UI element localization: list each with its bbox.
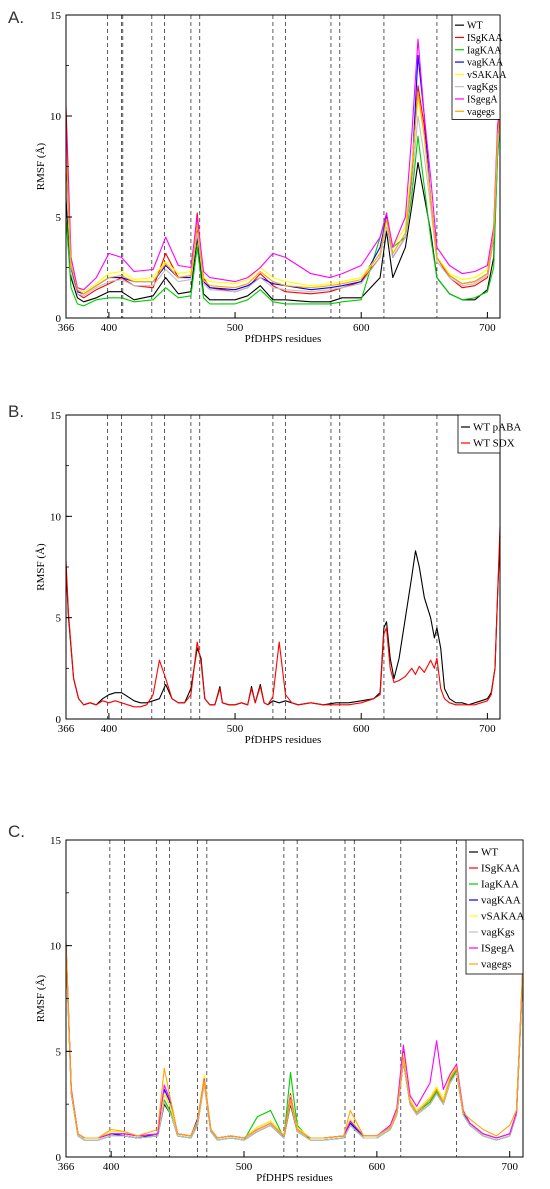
series-line (65, 941, 524, 1139)
x-tick-label: 500 (227, 723, 244, 735)
panel-label-a: A. (8, 8, 25, 27)
chart-c: 0 5 10 15 366 400 500 600 700 PfDHPS residues RMSF… (35, 835, 524, 1184)
x-tick-label: 400 (101, 322, 118, 334)
legend-label: ISgegA (481, 943, 515, 955)
legend-label: vagKAA (467, 58, 504, 69)
series-line (65, 945, 524, 1141)
plot-frame (65, 14, 501, 319)
series-line (65, 943, 524, 1139)
legend-label: vSAKAA (467, 70, 507, 81)
chart-a: 0 5 10 15 366 400 500 600 700 PfDHPS residues RMSF… (35, 10, 507, 345)
y-axis-label: RMSF (Å) (35, 974, 47, 1022)
x-tick-label: 700 (479, 723, 496, 735)
series-line (65, 126, 501, 307)
y-tick-label: 5 (56, 1046, 62, 1058)
y-tick-label: 15 (50, 10, 62, 22)
x-tick-label: 366 (58, 322, 75, 334)
legend-label: ISgKAA (481, 863, 520, 875)
legend-label: vagegs (481, 959, 512, 971)
series-line (65, 947, 524, 1141)
series-line (65, 85, 501, 299)
series-line (65, 949, 524, 1141)
panel-label-b: B. (8, 402, 25, 421)
y-tick-label: 10 (50, 511, 62, 523)
series-line (65, 945, 524, 1139)
y-tick-label: 0 (56, 1152, 62, 1164)
legend-box (451, 14, 501, 120)
y-tick-label: 15 (50, 410, 62, 422)
series-line (65, 38, 501, 291)
series-line (65, 115, 501, 297)
legend-label: WT (481, 847, 498, 859)
series-line (65, 945, 524, 1139)
legend-label: vSAKAA (481, 911, 524, 923)
x-tick-label: 500 (236, 1161, 253, 1173)
legend-box (465, 839, 524, 975)
series-line (65, 943, 524, 1139)
y-tick-label: 0 (56, 714, 62, 726)
x-axis-label: PfDHPS residues (256, 1172, 333, 1184)
legend-label: IagKAA (481, 879, 519, 891)
x-tick-label: 366 (58, 723, 75, 735)
x-tick-label: 366 (58, 1161, 75, 1173)
legend-label: vagKgs (467, 82, 498, 93)
legend-label: vagegs (467, 107, 495, 118)
legend-label: WT SDX (473, 438, 515, 450)
x-tick-label: 500 (227, 322, 244, 334)
x-axis-label: PfDHPS residues (245, 333, 322, 345)
plot-frame (65, 839, 524, 1158)
y-axis-label: RMSF (Å) (35, 142, 47, 190)
y-tick-label: 5 (56, 613, 62, 625)
x-axis-label: PfDHPS residues (245, 734, 322, 746)
series-line (65, 91, 501, 295)
legend-label: vagKgs (481, 927, 515, 939)
legend-label: ISgegA (467, 94, 498, 105)
legend-label: IagKAA (467, 45, 502, 56)
x-tick-label: 700 (479, 322, 496, 334)
x-tick-label: 600 (369, 1161, 386, 1173)
legend-label: vagKAA (481, 895, 521, 907)
legend-label: WT (467, 21, 483, 32)
x-tick-label: 400 (101, 723, 118, 735)
chart-b: 0 5 10 15 366 400 500 600 700 PfDHPS residues RMSF… (35, 410, 521, 746)
x-tick-label: 700 (501, 1161, 518, 1173)
series-line (65, 536, 501, 706)
legend-label: ISgKAA (467, 33, 503, 44)
legend-box (457, 414, 501, 454)
x-tick-label: 600 (353, 322, 370, 334)
y-tick-label: 0 (56, 313, 62, 325)
y-tick-label: 10 (50, 111, 62, 123)
y-axis-label: RMSF (Å) (35, 543, 47, 591)
series-line (65, 115, 501, 303)
y-tick-label: 15 (50, 835, 62, 847)
y-tick-label: 10 (50, 941, 62, 953)
x-tick-label: 400 (103, 1161, 120, 1173)
panel-label-c: C. (8, 822, 25, 841)
series-line (65, 95, 501, 293)
x-tick-label: 600 (353, 723, 370, 735)
series-line (65, 54, 501, 295)
legend-label: WT pABA (473, 422, 521, 434)
y-tick-label: 5 (56, 212, 62, 224)
series-line (65, 526, 501, 708)
